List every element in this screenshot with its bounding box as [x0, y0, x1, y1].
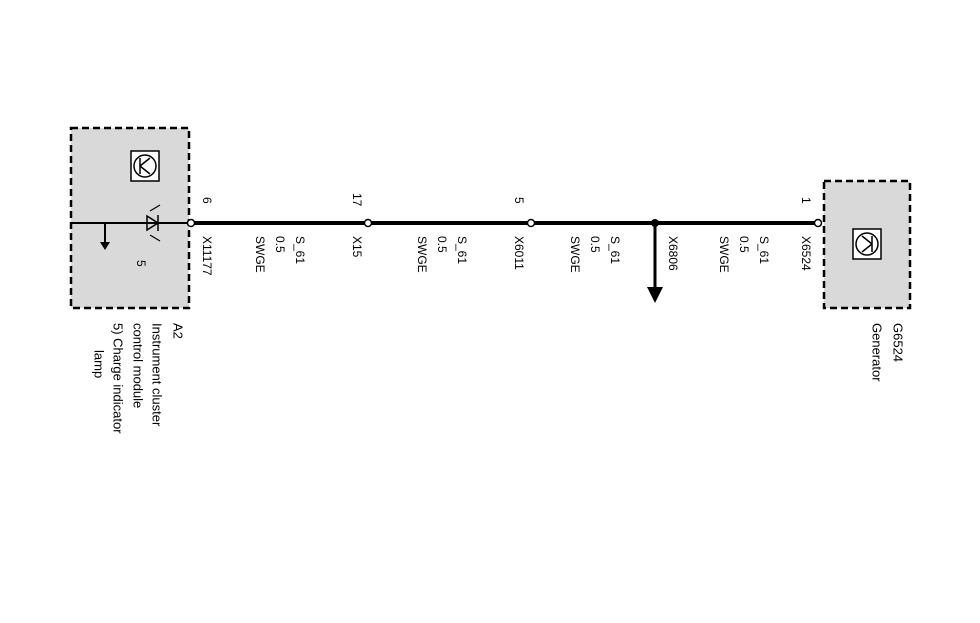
- wire-label: SWGE: [253, 236, 267, 273]
- pin-number: 17: [350, 193, 364, 207]
- connector-name: X6806: [666, 236, 680, 271]
- wire-label: S_61: [757, 236, 771, 264]
- component-label: Generator: [870, 323, 885, 382]
- connector-name: X11177: [200, 236, 214, 276]
- component-label: 5) Charge indicator: [111, 323, 126, 434]
- wire-label: 0.5: [435, 236, 449, 253]
- pin-number: 6: [200, 197, 214, 204]
- component-id: A2: [171, 323, 186, 339]
- component-id: G6524: [891, 323, 906, 362]
- component-label: lamp: [92, 350, 107, 378]
- diode-lamp-icon: [146, 204, 161, 242]
- pin-number: 5: [512, 197, 526, 204]
- continuation-arrow: [647, 223, 663, 303]
- connector-pin: [813, 218, 823, 228]
- connector-pin: [526, 218, 536, 228]
- wire-label: SWGE: [415, 236, 429, 273]
- wire-label: S_61: [293, 236, 307, 264]
- wire-label: S_61: [455, 236, 469, 264]
- wire-label: S_61: [608, 236, 622, 264]
- component-label: control module: [131, 323, 146, 408]
- wire-label: 0.5: [273, 236, 287, 253]
- connector-name: X15: [350, 236, 364, 258]
- component-label: Instrument cluster: [150, 323, 165, 427]
- wire-label: SWGE: [568, 236, 582, 273]
- connector-name: X6524: [799, 236, 813, 271]
- transistor-icon: [130, 150, 160, 182]
- wire-label: SWGE: [717, 236, 731, 273]
- pin-label: 5: [134, 260, 148, 267]
- connector-name: X6011: [512, 236, 526, 270]
- connector-pin: [186, 218, 196, 228]
- component-box: [69, 126, 191, 310]
- pin-number: 1: [799, 197, 813, 204]
- wire-label: 0.5: [737, 236, 751, 253]
- connector-pin: [363, 218, 373, 228]
- transistor-icon: [852, 228, 882, 260]
- ground-arrow: [100, 223, 110, 250]
- wire-label: 0.5: [588, 236, 602, 253]
